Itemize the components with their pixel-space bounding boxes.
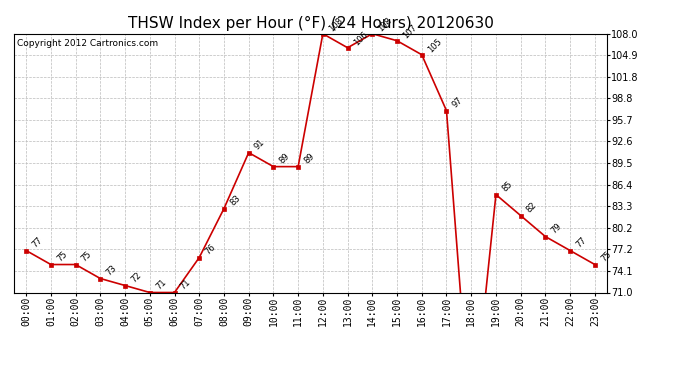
Text: 51: 51 bbox=[0, 374, 1, 375]
Text: 71: 71 bbox=[179, 278, 193, 292]
Text: 108: 108 bbox=[377, 15, 394, 33]
Text: 107: 107 bbox=[401, 22, 419, 40]
Text: 76: 76 bbox=[204, 243, 217, 257]
Text: 97: 97 bbox=[451, 96, 464, 110]
Text: 77: 77 bbox=[30, 236, 44, 250]
Text: 89: 89 bbox=[277, 152, 291, 166]
Text: 82: 82 bbox=[525, 201, 539, 215]
Text: 75: 75 bbox=[55, 250, 69, 264]
Text: 106: 106 bbox=[352, 29, 369, 47]
Title: THSW Index per Hour (°F) (24 Hours) 20120630: THSW Index per Hour (°F) (24 Hours) 2012… bbox=[128, 16, 493, 31]
Text: 71: 71 bbox=[154, 278, 168, 292]
Text: 83: 83 bbox=[228, 194, 242, 208]
Text: 108: 108 bbox=[327, 15, 344, 33]
Text: 89: 89 bbox=[302, 152, 316, 166]
Text: 85: 85 bbox=[500, 180, 514, 194]
Text: 105: 105 bbox=[426, 36, 444, 54]
Text: 72: 72 bbox=[129, 271, 143, 285]
Text: 73: 73 bbox=[104, 264, 119, 278]
Text: 77: 77 bbox=[574, 236, 589, 250]
Text: 79: 79 bbox=[549, 222, 564, 236]
Text: 75: 75 bbox=[80, 250, 94, 264]
Text: 75: 75 bbox=[599, 250, 613, 264]
Text: 91: 91 bbox=[253, 138, 266, 152]
Text: Copyright 2012 Cartronics.com: Copyright 2012 Cartronics.com bbox=[17, 39, 158, 48]
